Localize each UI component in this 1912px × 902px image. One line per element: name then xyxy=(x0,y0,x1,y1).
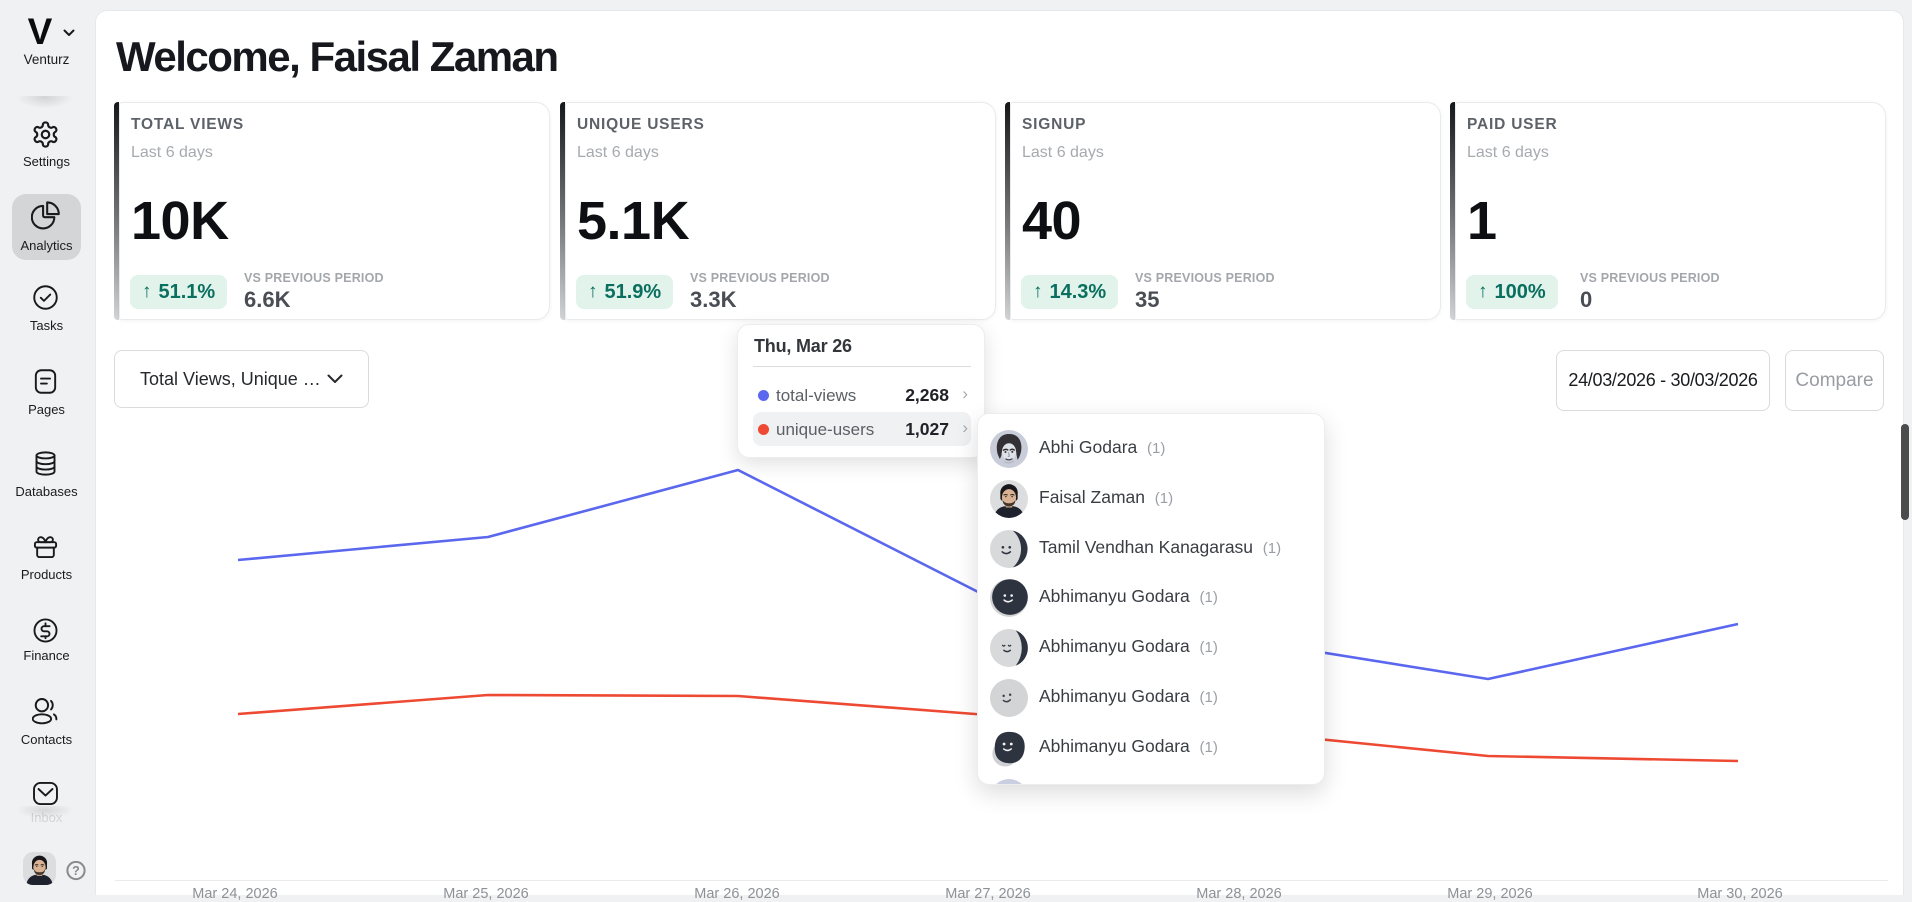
svg-text:?: ? xyxy=(72,864,80,878)
